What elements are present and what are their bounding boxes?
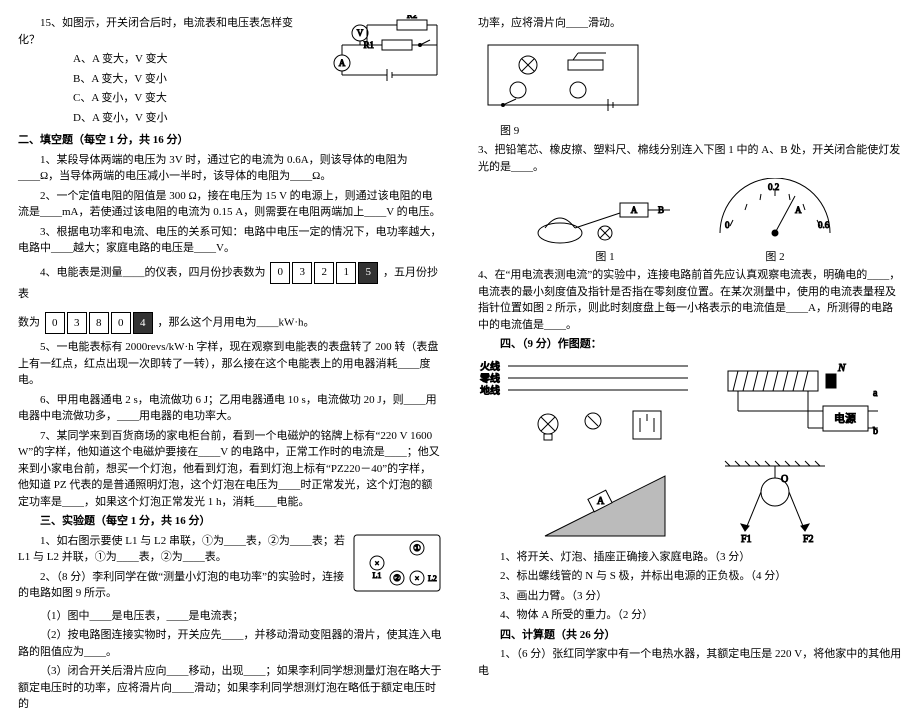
exp1-block: ① × L1 ② × L2 1、如右图示要使 L1 与 L2 串联，①为____…: [18, 533, 442, 605]
fill-4b-row: 数为 03804 ，那么这个月用电为____kW·h。: [18, 310, 442, 336]
q15-circuit: R2 V R1 A: [312, 15, 442, 90]
svg-text:A: A: [795, 205, 802, 215]
fig9: [478, 35, 902, 120]
svg-text:×: ×: [375, 559, 380, 568]
svg-text:R2: R2: [407, 15, 418, 20]
fill-5: 5、一电能表标有 2000revs/kW·h 字样，现在观察到电能表的表盘转了 …: [18, 339, 442, 389]
fill-4b: 数为: [18, 317, 40, 329]
solenoid-diagram: N a b 电源: [708, 356, 888, 456]
exp2-2: （2）按电路图连接实物时，开关应先____，并移动滑动变阻器的滑片，使其连入电路…: [18, 627, 442, 660]
section2-title: 二、填空题（每空 1 分，共 16 分）: [18, 132, 442, 149]
section5-title: 四、计算题（共 26 分）: [478, 627, 902, 644]
svg-text:A: A: [339, 58, 346, 68]
svg-text:N: N: [837, 362, 846, 374]
drawing-row2: A O F1 F2: [478, 456, 902, 546]
svg-text:0.2: 0.2: [768, 182, 779, 192]
pulley-diagram: O F1 F2: [705, 456, 845, 546]
fig1-fig2-row: A B 图 1 0 0.2 0.6 A: [478, 178, 902, 264]
svg-text:V: V: [357, 28, 364, 38]
fill-6: 6、甲用电器通电 2 s，电流做功 6 J；乙用电器通电 10 s，电流做功 2…: [18, 392, 442, 425]
section4-title: 四、（9 分）作图题：: [478, 336, 902, 353]
svg-text:O: O: [781, 474, 788, 485]
right-column: 功率，应将滑片向____滑动。 图 9 3、把铅笔芯、橡皮擦、塑料尺、棉线分别连…: [460, 0, 920, 650]
calc1: 1、（6 分）张红同学家中有一个电热水器，其额定电压是 220 V，将他家中的其…: [478, 646, 902, 679]
fill-4a-row: 4、电能表是测量____的仪表，四月份抄表数为 03215 ，五月份抄表: [18, 260, 442, 303]
fill-7: 7、某同学来到百货商场的家电柜台前，看到一个电磁炉的铭牌上标有“220 V 16…: [18, 428, 442, 511]
fig2-ammeter: 0 0.2 0.6 A 图 2: [700, 178, 850, 264]
svg-text:电源: 电源: [834, 411, 856, 425]
fill-4a: 4、电能表是测量____的仪表，四月份抄表数为: [40, 266, 266, 278]
svg-text:0: 0: [725, 220, 730, 230]
fig2-caption: 图 2: [700, 248, 850, 264]
fig1: A B 图 1: [530, 178, 680, 264]
q15-block: R2 V R1 A: [18, 15, 442, 129]
q15-optD: D、A 变小，V 变小: [18, 110, 442, 127]
svg-text:L1: L1: [373, 571, 382, 580]
fill-4c: ，那么这个月用电为____kW·h。: [158, 317, 315, 329]
r3: 3、把铅笔芯、橡皮擦、塑料尺、棉线分别连入下图 1 中的 A、B 处，开关闭合能…: [478, 142, 902, 175]
svg-text:L2: L2: [428, 574, 437, 583]
dr4: 4、物体 A 所受的重力。（2 分）: [478, 607, 902, 624]
household-wiring: 火线 零线 地线: [478, 356, 698, 456]
svg-text:A: A: [631, 205, 638, 215]
svg-text:火线: 火线: [480, 360, 500, 373]
section3-title: 三、实验题（每空 1 分，共 16 分）: [18, 513, 442, 530]
svg-text:地线: 地线: [480, 384, 500, 397]
r4: 4、在“用电流表测电流”的实验中，连接电路前首先应认真观察电流表，明确电的___…: [478, 267, 902, 333]
fig9-caption: 图 9: [478, 123, 902, 140]
svg-text:a: a: [873, 388, 878, 399]
left-column: R2 V R1 A: [0, 0, 460, 650]
dr2: 2、标出螺线管的 N 与 S 极，并标出电源的正负极。（4 分）: [478, 568, 902, 585]
fill-2: 2、一个定值电阻的阻值是 300 Ω，接在电压为 15 V 的电源上，则通过该电…: [18, 188, 442, 221]
dr1: 1、将开关、灯泡、插座正确接入家庭电路。（3 分）: [478, 549, 902, 566]
meter-digits-apr: 03215: [268, 260, 380, 286]
svg-text:A: A: [597, 496, 605, 507]
svg-text:零线: 零线: [480, 372, 500, 385]
fill-1: 1、某段导体两端的电压为 3V 时，通过它的电流为 0.6A，则该导体的电阻为_…: [18, 152, 442, 185]
dr3: 3、画出力臂。（3 分）: [478, 588, 902, 605]
fill-3: 3、根据电功率和电流、电压的关系可知：电路中电压一定的情况下，电功率越大，电路中…: [18, 224, 442, 257]
exp1-diagram: ① × L1 ② × L2: [352, 533, 442, 593]
incline-diagram: A: [535, 456, 675, 546]
svg-text:×: ×: [415, 574, 420, 583]
drawing-row1: 火线 零线 地线: [478, 356, 902, 456]
q15-optC: C、A 变小，V 变大: [18, 90, 442, 107]
meter-digits-may: 03804: [43, 310, 155, 336]
svg-text:①: ①: [413, 543, 421, 553]
svg-text:F2: F2: [803, 534, 814, 545]
exp2-1: （1）图中____是电压表，____是电流表；: [18, 608, 442, 625]
svg-text:F1: F1: [741, 534, 752, 545]
fig1-caption: 图 1: [530, 248, 680, 264]
exp2-3: （3）闭合开关后滑片应向____移动，出现____；如果李利同学想测量灯泡在略大…: [18, 663, 442, 713]
svg-text:②: ②: [393, 573, 401, 583]
cont-line: 功率，应将滑片向____滑动。: [478, 15, 902, 32]
